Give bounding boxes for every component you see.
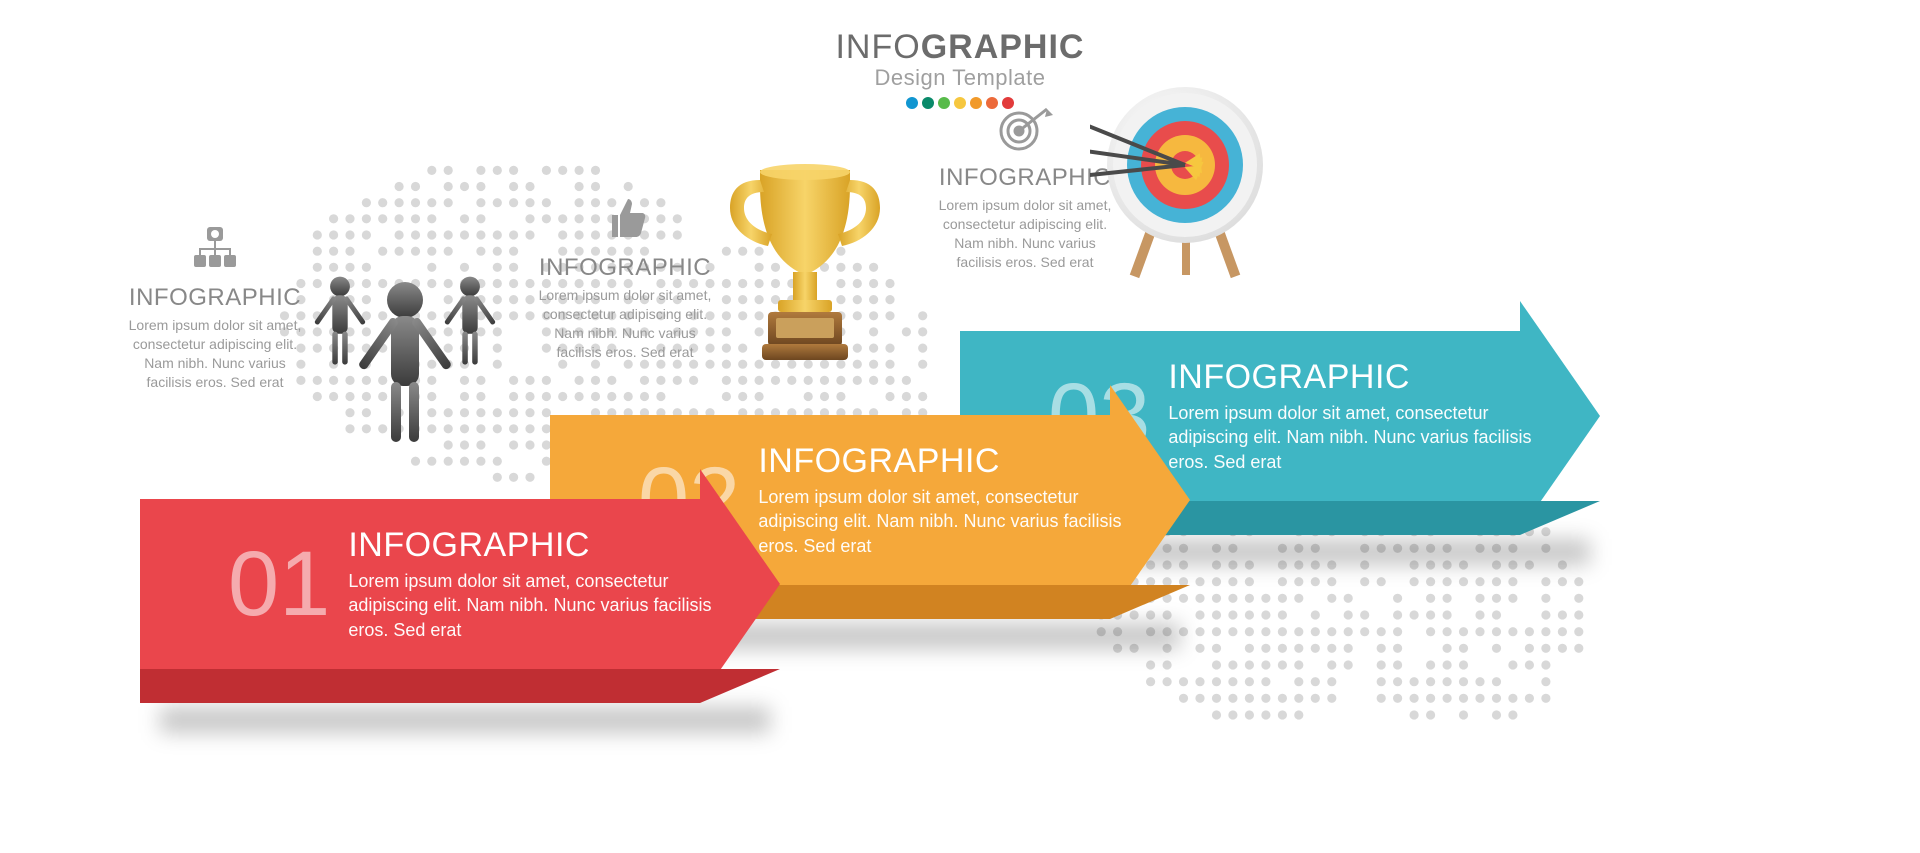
step-body: Lorem ipsum dolor sit amet, consectetur … [348,569,728,642]
sideblock-body: Lorem ipsum dolor sit amet, consectetur … [930,196,1120,272]
people-illustration-icon [300,270,510,470]
org-chart-icon [187,220,243,276]
header: INFOGRAPHIC Design Template [0,28,1920,109]
trophy-illustration-icon [720,150,890,370]
step-body: Lorem ipsum dolor sit amet, consectetur … [1168,401,1548,474]
thumbs-up-icon [597,190,653,246]
step-body: Lorem ipsum dolor sit amet, consectetur … [758,485,1138,558]
step-arrow-1: 01 INFOGRAPHIC Lorem ipsum dolor sit ame… [140,499,780,703]
sideblock-body: Lorem ipsum dolor sit amet, consectetur … [530,286,720,362]
step-title: INFOGRAPHIC [1168,358,1548,397]
infographic-canvas: INFOGRAPHIC Design Template 03 INFOGRAPH… [0,0,1920,853]
header-title-heavy: GRAPHIC [921,28,1085,66]
sideblock-title: INFOGRAPHIC [120,284,310,312]
sideblock-team: INFOGRAPHIC Lorem ipsum dolor sit amet, … [120,220,310,392]
arrow-shadow [160,707,770,733]
step-title: INFOGRAPHIC [348,526,728,565]
sideblock-title: INFOGRAPHIC [530,254,720,282]
target-small-icon [997,100,1053,156]
sideblock-title: INFOGRAPHIC [930,164,1120,192]
sideblock-body: Lorem ipsum dolor sit amet, consectetur … [120,316,310,392]
header-title-light: INFO [835,28,920,66]
step-title: INFOGRAPHIC [758,442,1138,481]
header-title: INFOGRAPHIC [0,28,1920,67]
header-subtitle: Design Template [0,65,1920,91]
sideblock-thumb: INFOGRAPHIC Lorem ipsum dolor sit amet, … [530,190,720,362]
sideblock-target: INFOGRAPHIC Lorem ipsum dolor sit amet, … [930,100,1120,272]
step-number: 01 [140,538,348,630]
